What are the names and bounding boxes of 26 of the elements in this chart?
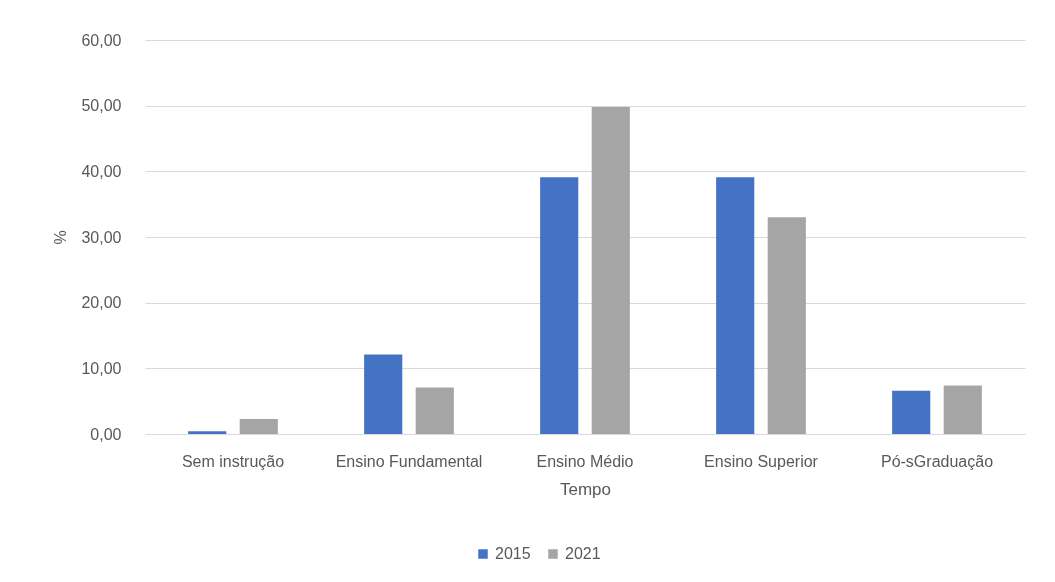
bar — [591, 106, 630, 434]
bar — [767, 217, 806, 434]
y-axis-title: % — [52, 230, 70, 245]
x-tick-label: Pó-sGraduação — [880, 452, 994, 470]
bar — [716, 177, 755, 434]
bar — [415, 387, 454, 434]
y-tick-label: 30,00 — [81, 228, 122, 246]
bar — [239, 418, 278, 434]
bar — [943, 385, 982, 434]
bar — [892, 390, 931, 434]
legend-label: 2015 — [495, 545, 531, 562]
y-tick-label: 60,00 — [81, 31, 122, 49]
legend-label: 2021 — [565, 545, 601, 562]
y-tick-label: 0,00 — [90, 425, 122, 443]
x-tick-label: Ensino Superior — [704, 452, 819, 470]
y-tick-label: 50,00 — [81, 97, 122, 115]
x-tick-label: Sem instrução — [181, 452, 285, 470]
bar — [364, 354, 403, 434]
x-axis-title: Tempo — [559, 479, 612, 499]
y-tick-label: 40,00 — [81, 162, 122, 180]
x-tick-label: Ensino Fundamental — [335, 452, 483, 470]
y-tick-label: 20,00 — [81, 294, 122, 312]
x-tick-label: Ensino Médio — [536, 452, 634, 470]
bar — [540, 177, 579, 434]
y-tick-label: 10,00 — [81, 359, 122, 377]
bar — [188, 431, 227, 434]
